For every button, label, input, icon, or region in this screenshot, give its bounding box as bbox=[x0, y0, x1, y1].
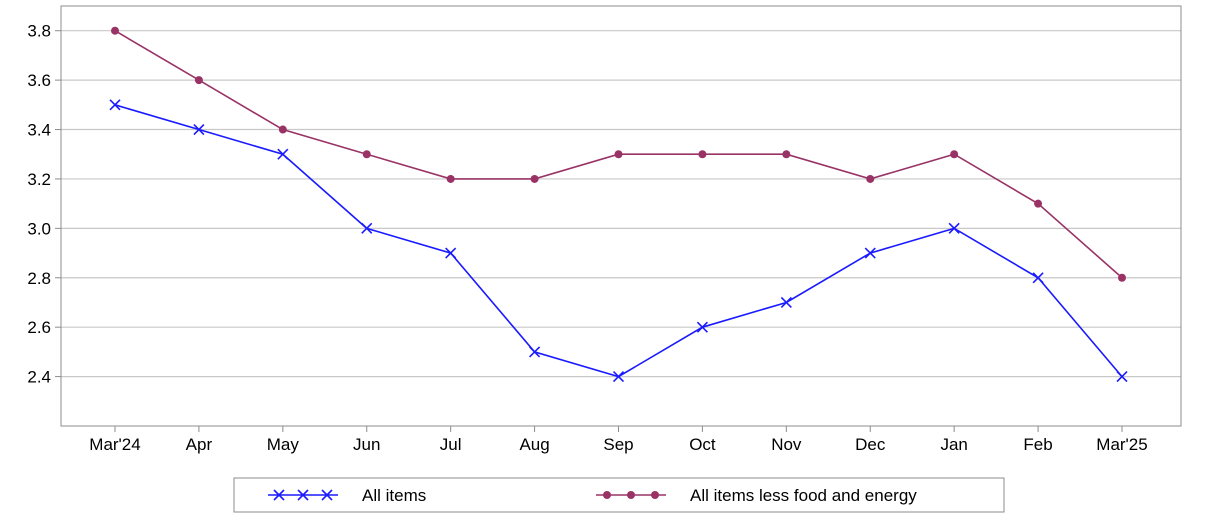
x-marker-stroke bbox=[1032, 272, 1044, 284]
legend: All items All items less food and energy bbox=[233, 477, 1005, 513]
data-point bbox=[445, 247, 457, 259]
plot-area-frame bbox=[60, 5, 1182, 427]
data-point bbox=[446, 174, 455, 183]
gridlines bbox=[61, 30, 1181, 378]
x-tick-label: Apr bbox=[186, 435, 213, 454]
legend-marker bbox=[273, 489, 285, 501]
y-tick-label: 3.6 bbox=[27, 71, 51, 90]
x-marker-stroke bbox=[780, 296, 792, 309]
legend-marker bbox=[651, 491, 659, 499]
data-point bbox=[866, 174, 875, 183]
y-tick-label: 3.8 bbox=[27, 22, 51, 41]
x-tick-label: Feb bbox=[1023, 435, 1052, 454]
x-tick-label: Sep bbox=[603, 435, 633, 454]
legend-marker bbox=[321, 489, 333, 501]
y-tick-label: 3.4 bbox=[27, 121, 51, 140]
data-point bbox=[698, 150, 707, 159]
data-point bbox=[696, 321, 708, 333]
legend-label: All items bbox=[362, 486, 426, 505]
data-point bbox=[614, 150, 623, 159]
x-marker-stroke bbox=[297, 489, 309, 501]
x-marker-stroke bbox=[948, 222, 960, 234]
x-marker-stroke bbox=[1116, 371, 1128, 383]
data-point bbox=[782, 150, 791, 159]
x-marker-stroke bbox=[321, 489, 333, 501]
data-point bbox=[864, 247, 876, 259]
legend-entry: All items bbox=[268, 486, 426, 505]
x-marker-stroke bbox=[445, 247, 457, 259]
x-marker-stroke bbox=[273, 489, 285, 501]
x-tick-label: Mar'25 bbox=[1096, 435, 1147, 454]
x-marker-stroke bbox=[109, 99, 121, 111]
x-tick-label: Jan bbox=[940, 435, 967, 454]
data-point bbox=[361, 222, 373, 234]
series-line bbox=[114, 104, 1123, 378]
x-tick-label: Aug bbox=[519, 435, 549, 454]
y-tick-label: 3.0 bbox=[27, 219, 51, 238]
x-tick-label: Jul bbox=[440, 435, 462, 454]
data-point bbox=[362, 150, 371, 159]
data-point bbox=[278, 125, 287, 134]
x-tick-label: Dec bbox=[855, 435, 886, 454]
y-tick-label: 3.2 bbox=[27, 170, 51, 189]
data-point bbox=[193, 123, 205, 136]
data-point bbox=[194, 76, 203, 85]
data-point bbox=[780, 296, 792, 309]
data-point bbox=[530, 174, 539, 183]
x-marker-stroke bbox=[612, 371, 625, 383]
x-marker-stroke bbox=[696, 321, 708, 333]
x-tick-label: Oct bbox=[689, 435, 716, 454]
series-core-items bbox=[111, 26, 1126, 282]
data-point bbox=[950, 150, 959, 159]
data-point bbox=[612, 371, 625, 383]
legend-entry: All items less food and energy bbox=[596, 486, 917, 505]
y-tick-label: 2.8 bbox=[27, 269, 51, 288]
data-point bbox=[1118, 273, 1126, 282]
y-tick-label: 2.6 bbox=[27, 318, 51, 337]
x-tick-label: May bbox=[267, 435, 300, 454]
legend-marker bbox=[627, 491, 635, 499]
legend-label: All items less food and energy bbox=[690, 486, 917, 505]
series-lines bbox=[109, 26, 1128, 383]
x-tick-label: Nov bbox=[771, 435, 802, 454]
data-point bbox=[1116, 371, 1128, 383]
data-point bbox=[1034, 199, 1043, 208]
x-marker-stroke bbox=[864, 247, 876, 259]
data-point bbox=[529, 346, 541, 358]
data-point bbox=[277, 148, 289, 160]
x-marker-stroke bbox=[277, 148, 289, 160]
axes: 2.4 2.6 2.8 3.0 3.2 3.4 3.6 3.8 Mar'24 Apr May Jun J… bbox=[27, 22, 1147, 454]
data-point bbox=[109, 99, 121, 111]
x-tick-label: Jun bbox=[353, 435, 380, 454]
data-point bbox=[1032, 272, 1044, 284]
x-marker-stroke bbox=[529, 346, 541, 358]
data-point bbox=[111, 26, 119, 35]
y-tick-label: 2.4 bbox=[27, 368, 51, 387]
data-point bbox=[948, 222, 960, 234]
x-marker-stroke bbox=[361, 222, 373, 234]
x-marker-stroke bbox=[193, 123, 205, 136]
legend-marker bbox=[603, 491, 611, 499]
legend-marker bbox=[297, 489, 309, 501]
series-all-items bbox=[109, 99, 1128, 383]
x-tick-label: Mar'24 bbox=[89, 435, 140, 454]
